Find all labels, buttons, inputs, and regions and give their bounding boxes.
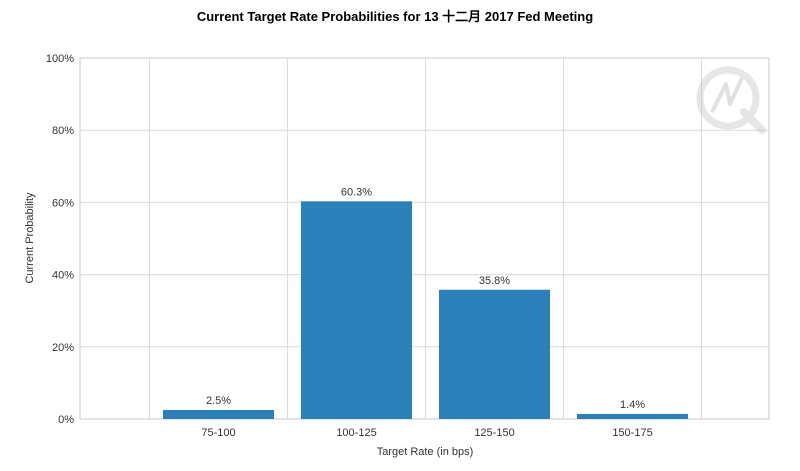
data-label: 1.4% <box>620 399 645 411</box>
bar-75-100 <box>163 409 274 419</box>
bars: 2.5% 60.3% 35.8% 1.4% <box>163 186 688 419</box>
y-tick-labels: 0% 20% 40% 60% 80% 100% <box>46 53 74 426</box>
y-tick-label: 0% <box>58 414 74 426</box>
x-tick-label: 100-125 <box>336 427 376 439</box>
x-tick-label: 150-175 <box>612 427 652 439</box>
data-label: 60.3% <box>341 186 372 198</box>
bar-100-125 <box>301 201 412 419</box>
y-tick-label: 20% <box>52 342 74 354</box>
data-label: 2.5% <box>206 395 231 407</box>
bar-150-175 <box>577 413 688 419</box>
x-tick-label: 75-100 <box>201 427 235 439</box>
x-tick-labels: 75-100 100-125 125-150 150-175 <box>201 427 652 439</box>
watermark-logo-icon <box>696 66 766 134</box>
y-tick-label: 80% <box>52 125 74 137</box>
x-axis-title: Target Rate (in bps) <box>377 446 474 458</box>
data-label: 35.8% <box>479 275 510 287</box>
plot-area <box>79 57 770 420</box>
y-tick-label: 60% <box>52 197 74 209</box>
gridlines <box>80 58 769 419</box>
y-tick-label: 40% <box>52 270 74 282</box>
chart-title: Current Target Rate Probabilities for 13… <box>197 9 593 24</box>
x-tick-label: 125-150 <box>474 427 514 439</box>
y-tick-label: 100% <box>46 53 74 65</box>
bar-125-150 <box>439 289 550 419</box>
y-axis-title: Current Probability <box>24 192 36 284</box>
